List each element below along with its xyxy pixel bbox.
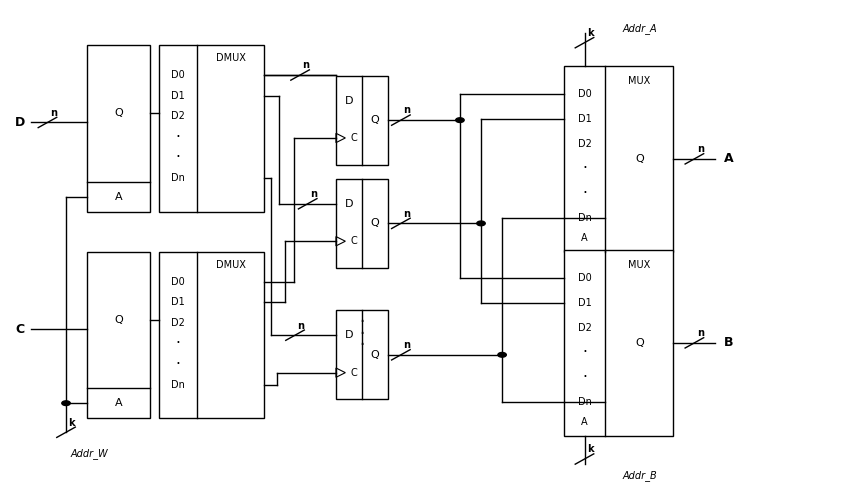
Text: Q: Q [635,154,644,164]
Text: n: n [403,340,410,350]
Text: Addr_W: Addr_W [70,448,108,459]
Text: MUX: MUX [628,76,650,86]
Text: Dn: Dn [171,173,185,184]
Text: n: n [302,60,310,71]
Text: DMUX: DMUX [216,53,245,63]
Text: n: n [403,105,410,115]
Text: Q: Q [115,108,123,118]
Text: A: A [115,398,122,408]
Text: k: k [587,444,593,455]
Text: k: k [587,28,593,38]
Text: D1: D1 [577,298,592,308]
Text: C: C [351,133,357,143]
Text: Q: Q [115,315,123,325]
Text: C: C [351,236,357,246]
Bar [159,45,264,212]
Bar [159,252,264,418]
Text: Addr_A: Addr_A [622,23,657,34]
Text: Q: Q [635,338,644,348]
Text: ·: · [176,357,180,372]
Bar [336,179,388,268]
Text: Q: Q [371,115,380,125]
Text: D2: D2 [577,323,592,333]
Text: ·: · [359,337,365,355]
Text: Q: Q [371,218,380,228]
Bar [87,252,150,418]
Text: A: A [582,233,588,243]
Text: D1: D1 [171,297,185,307]
Circle shape [477,221,486,226]
Text: ·: · [176,336,180,351]
Bar [336,310,388,399]
Text: DMUX: DMUX [216,260,245,270]
Circle shape [498,353,506,357]
Text: n: n [697,328,704,338]
Text: ·: · [582,345,587,360]
Text: ·: · [582,186,587,201]
Text: n: n [50,108,57,118]
Text: n: n [403,209,410,219]
Text: Dn: Dn [577,213,592,223]
Bar [336,75,388,165]
Text: ·: · [176,150,180,165]
Text: D2: D2 [577,139,592,149]
Text: D2: D2 [171,318,185,328]
Text: C: C [351,368,357,378]
Text: ·: · [582,161,587,176]
Text: D: D [345,199,353,209]
Text: B: B [724,336,734,349]
Bar [564,250,673,436]
Text: D: D [345,330,353,340]
Text: D0: D0 [171,70,185,80]
Text: D0: D0 [577,273,592,283]
Circle shape [62,401,70,406]
Text: D0: D0 [171,277,185,286]
Text: Q: Q [371,350,380,360]
Text: ·: · [176,129,180,144]
Text: n: n [297,321,305,330]
Text: n: n [697,144,704,154]
Text: C: C [15,323,25,336]
Text: n: n [310,189,318,199]
Text: Addr_B: Addr_B [622,470,657,481]
Text: Dn: Dn [577,397,592,407]
Text: D0: D0 [577,89,592,99]
Bar [87,45,150,212]
Text: A: A [115,192,122,202]
Text: A: A [724,152,734,165]
Text: k: k [69,418,76,427]
Text: D1: D1 [577,114,592,124]
Text: D1: D1 [171,91,185,100]
Text: ·: · [359,325,365,343]
Text: ·: · [359,313,365,331]
Text: Dn: Dn [171,380,185,390]
Text: MUX: MUX [628,260,650,270]
Bar [564,66,673,252]
Circle shape [456,118,464,123]
Text: A: A [582,417,588,427]
Text: ·: · [582,370,587,385]
Text: D2: D2 [171,112,185,121]
Text: D: D [14,116,25,129]
Text: D: D [345,96,353,105]
